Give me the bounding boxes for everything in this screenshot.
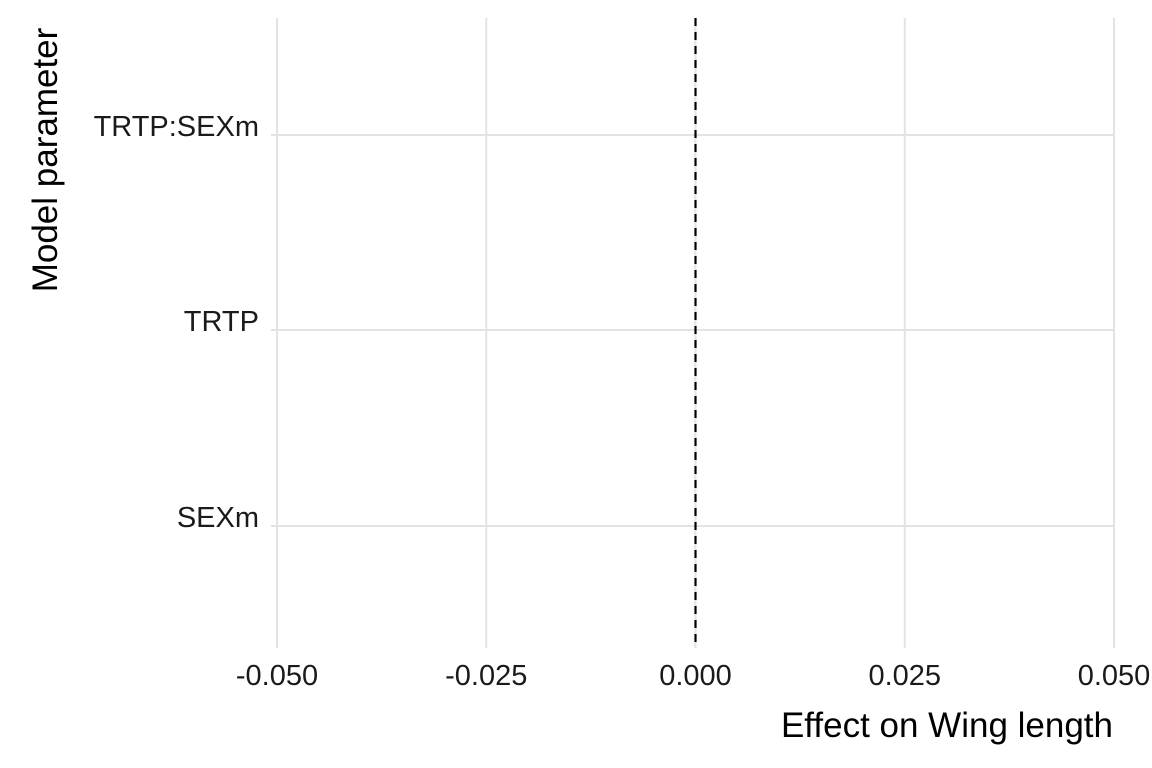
x-tick-label: 0.000 — [659, 660, 732, 692]
y-tick-label: TRTP — [184, 306, 259, 338]
y-gridlines — [271, 134, 1114, 527]
x-tick-label: 0.050 — [1078, 660, 1151, 692]
y-tick-label: TRTP:SEXm — [94, 111, 259, 143]
y-tick-label: SEXm — [177, 502, 259, 534]
x-tick-label: 0.025 — [868, 660, 941, 692]
x-tick-labels: -0.050 -0.025 0.000 0.025 0.050 — [236, 660, 1150, 692]
y-tick-labels: TRTP:SEXm TRTP SEXm — [94, 111, 259, 534]
x-axis-title: Effect on Wing length — [781, 706, 1113, 745]
y-axis-title: Model parameter — [26, 27, 65, 292]
x-tick-label: -0.050 — [236, 660, 318, 692]
x-tick-label: -0.025 — [445, 660, 527, 692]
